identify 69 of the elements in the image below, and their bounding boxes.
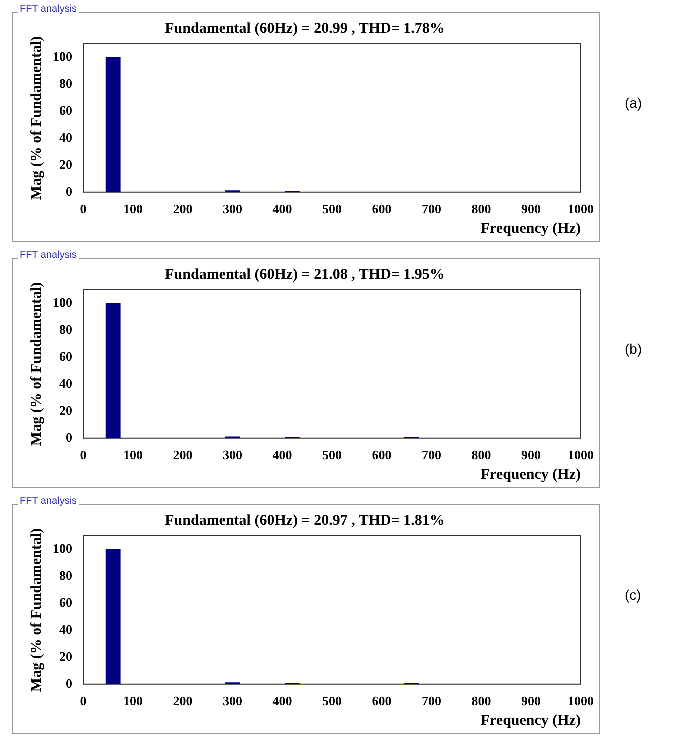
x-tick-label: 400 — [272, 202, 292, 217]
y-tick-label: 0 — [66, 184, 72, 199]
x-tick-label: 500 — [322, 202, 342, 217]
x-tick-label: 500 — [322, 694, 342, 709]
x-tick-label: 700 — [422, 694, 442, 709]
y-axis-title: Mag (% of Fundamental) — [28, 282, 45, 446]
text: FFT analysis — [18, 496, 80, 507]
y-axis-title: Mag (% of Fundamental) — [28, 36, 45, 200]
x-axis-title: Frequency (Hz) — [480, 712, 581, 729]
x-axis-title: Frequency (Hz) — [480, 220, 581, 237]
x-axis-title: Frequency (Hz) — [480, 466, 581, 483]
y-tick-label: 60 — [60, 348, 72, 364]
x-tick-label: 100 — [124, 202, 143, 217]
text: (b) — [625, 341, 642, 357]
y-axis-title: Mag (% of Fundamental) — [28, 528, 45, 692]
x-tick-label: 100 — [124, 448, 143, 463]
x-tick-label: 900 — [522, 202, 541, 217]
x-tick-label: 1000 — [568, 448, 594, 463]
y-tick-label: 0 — [66, 430, 72, 445]
chart-title: Fundamental (60Hz) = 20.99 , THD= 1.78% — [165, 20, 445, 37]
chart-title: Fundamental (60Hz) = 20.97 , THD= 1.81% — [165, 512, 445, 529]
y-tick-label: 80 — [60, 76, 72, 91]
x-tick-label: 100 — [124, 694, 143, 709]
y-tick-label: 20 — [60, 648, 72, 664]
chart-title: Fundamental (60Hz) = 21.08 , THD= 1.95% — [165, 266, 445, 283]
x-tick-label: 200 — [173, 202, 193, 217]
y-tick-label: 40 — [60, 622, 72, 637]
x-tick-label: 800 — [472, 694, 492, 709]
text: FFT analysis — [18, 4, 80, 15]
x-tick-label: 900 — [522, 694, 541, 709]
y-tick-label: 20 — [60, 156, 72, 172]
x-tick-label: 900 — [522, 448, 541, 463]
x-tick-label: 200 — [173, 694, 193, 709]
x-tick-label: 600 — [372, 694, 392, 709]
x-tick-label: 1000 — [568, 202, 594, 217]
y-tick-label: 60 — [60, 102, 72, 118]
x-tick-label: 600 — [372, 202, 392, 217]
x-tick-label: 0 — [80, 202, 87, 217]
x-tick-label: 800 — [472, 202, 492, 217]
y-tick-label: 100 — [53, 48, 72, 64]
x-tick-label: 700 — [422, 202, 442, 217]
y-tick-label: 0 — [66, 676, 72, 691]
y-tick-label: 80 — [60, 322, 72, 337]
bar — [106, 57, 121, 192]
x-tick-label: 600 — [372, 448, 392, 463]
x-tick-label: 300 — [223, 202, 242, 217]
y-tick-label: 60 — [60, 594, 72, 610]
bar — [106, 303, 121, 438]
x-tick-label: 300 — [223, 448, 242, 463]
x-tick-label: 400 — [272, 448, 292, 463]
x-tick-label: 0 — [80, 694, 87, 709]
y-tick-label: 40 — [60, 376, 72, 391]
x-tick-label: 200 — [173, 448, 193, 463]
y-tick-label: 40 — [60, 130, 72, 145]
y-tick-label: 80 — [60, 568, 72, 583]
bar — [106, 549, 121, 684]
text: (a) — [625, 95, 642, 111]
text: FFT analysis — [18, 250, 80, 261]
x-tick-label: 300 — [223, 694, 242, 709]
x-tick-label: 700 — [422, 448, 442, 463]
text: (c) — [625, 587, 642, 603]
x-tick-label: 400 — [272, 694, 292, 709]
y-tick-label: 100 — [53, 540, 72, 556]
x-tick-label: 1000 — [568, 694, 594, 709]
y-tick-label: 20 — [60, 402, 72, 418]
x-tick-label: 0 — [80, 448, 87, 463]
y-tick-label: 100 — [53, 294, 72, 310]
x-tick-label: 500 — [322, 448, 342, 463]
x-tick-label: 800 — [472, 448, 492, 463]
